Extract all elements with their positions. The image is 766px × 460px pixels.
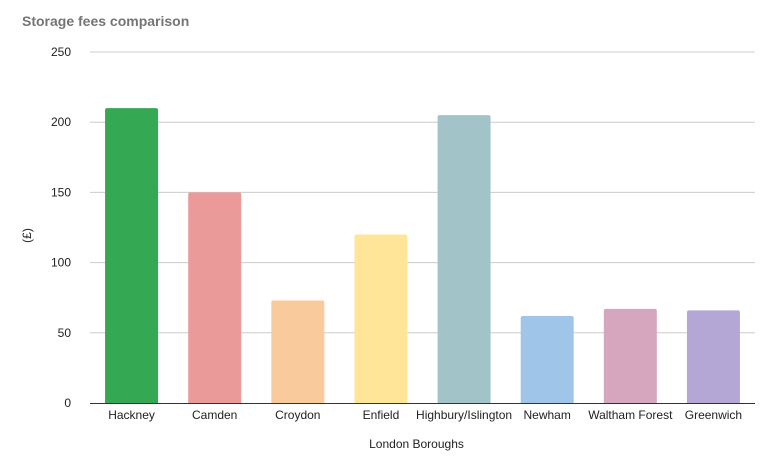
y-tick-label: 250 xyxy=(51,45,71,59)
bar-greenwich[interactable] xyxy=(686,310,740,403)
x-tick-label: Waltham Forest xyxy=(588,408,673,422)
y-axis-ticks: 0 50 100 150 200 250 xyxy=(51,45,71,410)
bars xyxy=(105,108,740,404)
x-tick-label: Greenwich xyxy=(685,408,742,422)
x-tick-label: Highbury/Islington xyxy=(416,408,512,422)
chart-title: Storage fees comparison xyxy=(22,13,190,29)
bar-newham[interactable] xyxy=(520,315,574,403)
bar-hackney[interactable] xyxy=(105,108,159,403)
x-tick-label: Hackney xyxy=(108,408,155,422)
bar-camden[interactable] xyxy=(188,192,242,403)
x-tick-label: Camden xyxy=(192,408,237,422)
y-tick-label: 0 xyxy=(64,396,71,410)
x-tick-label: Croydon xyxy=(275,408,320,422)
y-tick-label: 200 xyxy=(51,115,71,129)
y-axis-title: (£) xyxy=(20,228,34,243)
x-tick-label: Newham xyxy=(524,408,571,422)
x-tick-label: Enfield xyxy=(363,408,400,422)
y-tick-label: 150 xyxy=(51,185,71,199)
x-axis-ticks: Hackney Camden Croydon Enfield Highbury/Isli… xyxy=(108,408,742,422)
bar-croydon[interactable] xyxy=(271,300,325,403)
x-axis-title: London Boroughs xyxy=(369,437,464,451)
y-tick-label: 50 xyxy=(58,326,72,340)
bar-enfield[interactable] xyxy=(354,234,408,403)
bar-highbury-islington[interactable] xyxy=(437,115,491,404)
bar-waltham-forest[interactable] xyxy=(603,308,657,403)
y-tick-label: 100 xyxy=(51,256,71,270)
